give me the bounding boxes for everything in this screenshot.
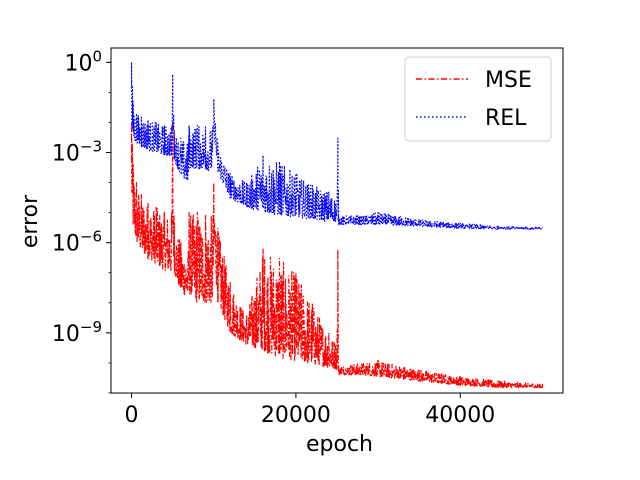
y-tick-exponent: −6 xyxy=(80,228,102,246)
legend-label-mse: MSE xyxy=(485,68,532,93)
x-tick-label: 40000 xyxy=(425,403,495,428)
y-tick-exponent: 0 xyxy=(92,47,102,65)
y-tick-base: 10 xyxy=(52,232,80,257)
legend-label-rel: REL xyxy=(485,106,527,131)
legend-box xyxy=(404,56,552,142)
y-axis-label: error xyxy=(18,194,43,248)
y-tick-label: 100 xyxy=(64,47,102,76)
x-tick-label: 20000 xyxy=(261,403,331,428)
x-tick-label: 0 xyxy=(125,403,139,428)
y-tick-base: 10 xyxy=(52,142,80,167)
series-line-mse xyxy=(130,121,544,389)
x-axis-label: epoch xyxy=(306,432,373,457)
legend: MSE REL xyxy=(404,56,552,142)
y-tick-base: 10 xyxy=(64,51,92,76)
y-tick-label: 10−3 xyxy=(52,138,102,167)
y-tick-exponent: −9 xyxy=(80,318,102,336)
series-layer xyxy=(130,61,544,389)
y-tick-exponent: −3 xyxy=(80,138,102,156)
y-tick-base: 10 xyxy=(52,322,80,347)
y-tick-label: 10−6 xyxy=(52,228,102,257)
y-tick-label: 10−9 xyxy=(52,318,102,347)
plot-area-frame xyxy=(110,47,564,394)
series-line-rel xyxy=(130,61,544,230)
